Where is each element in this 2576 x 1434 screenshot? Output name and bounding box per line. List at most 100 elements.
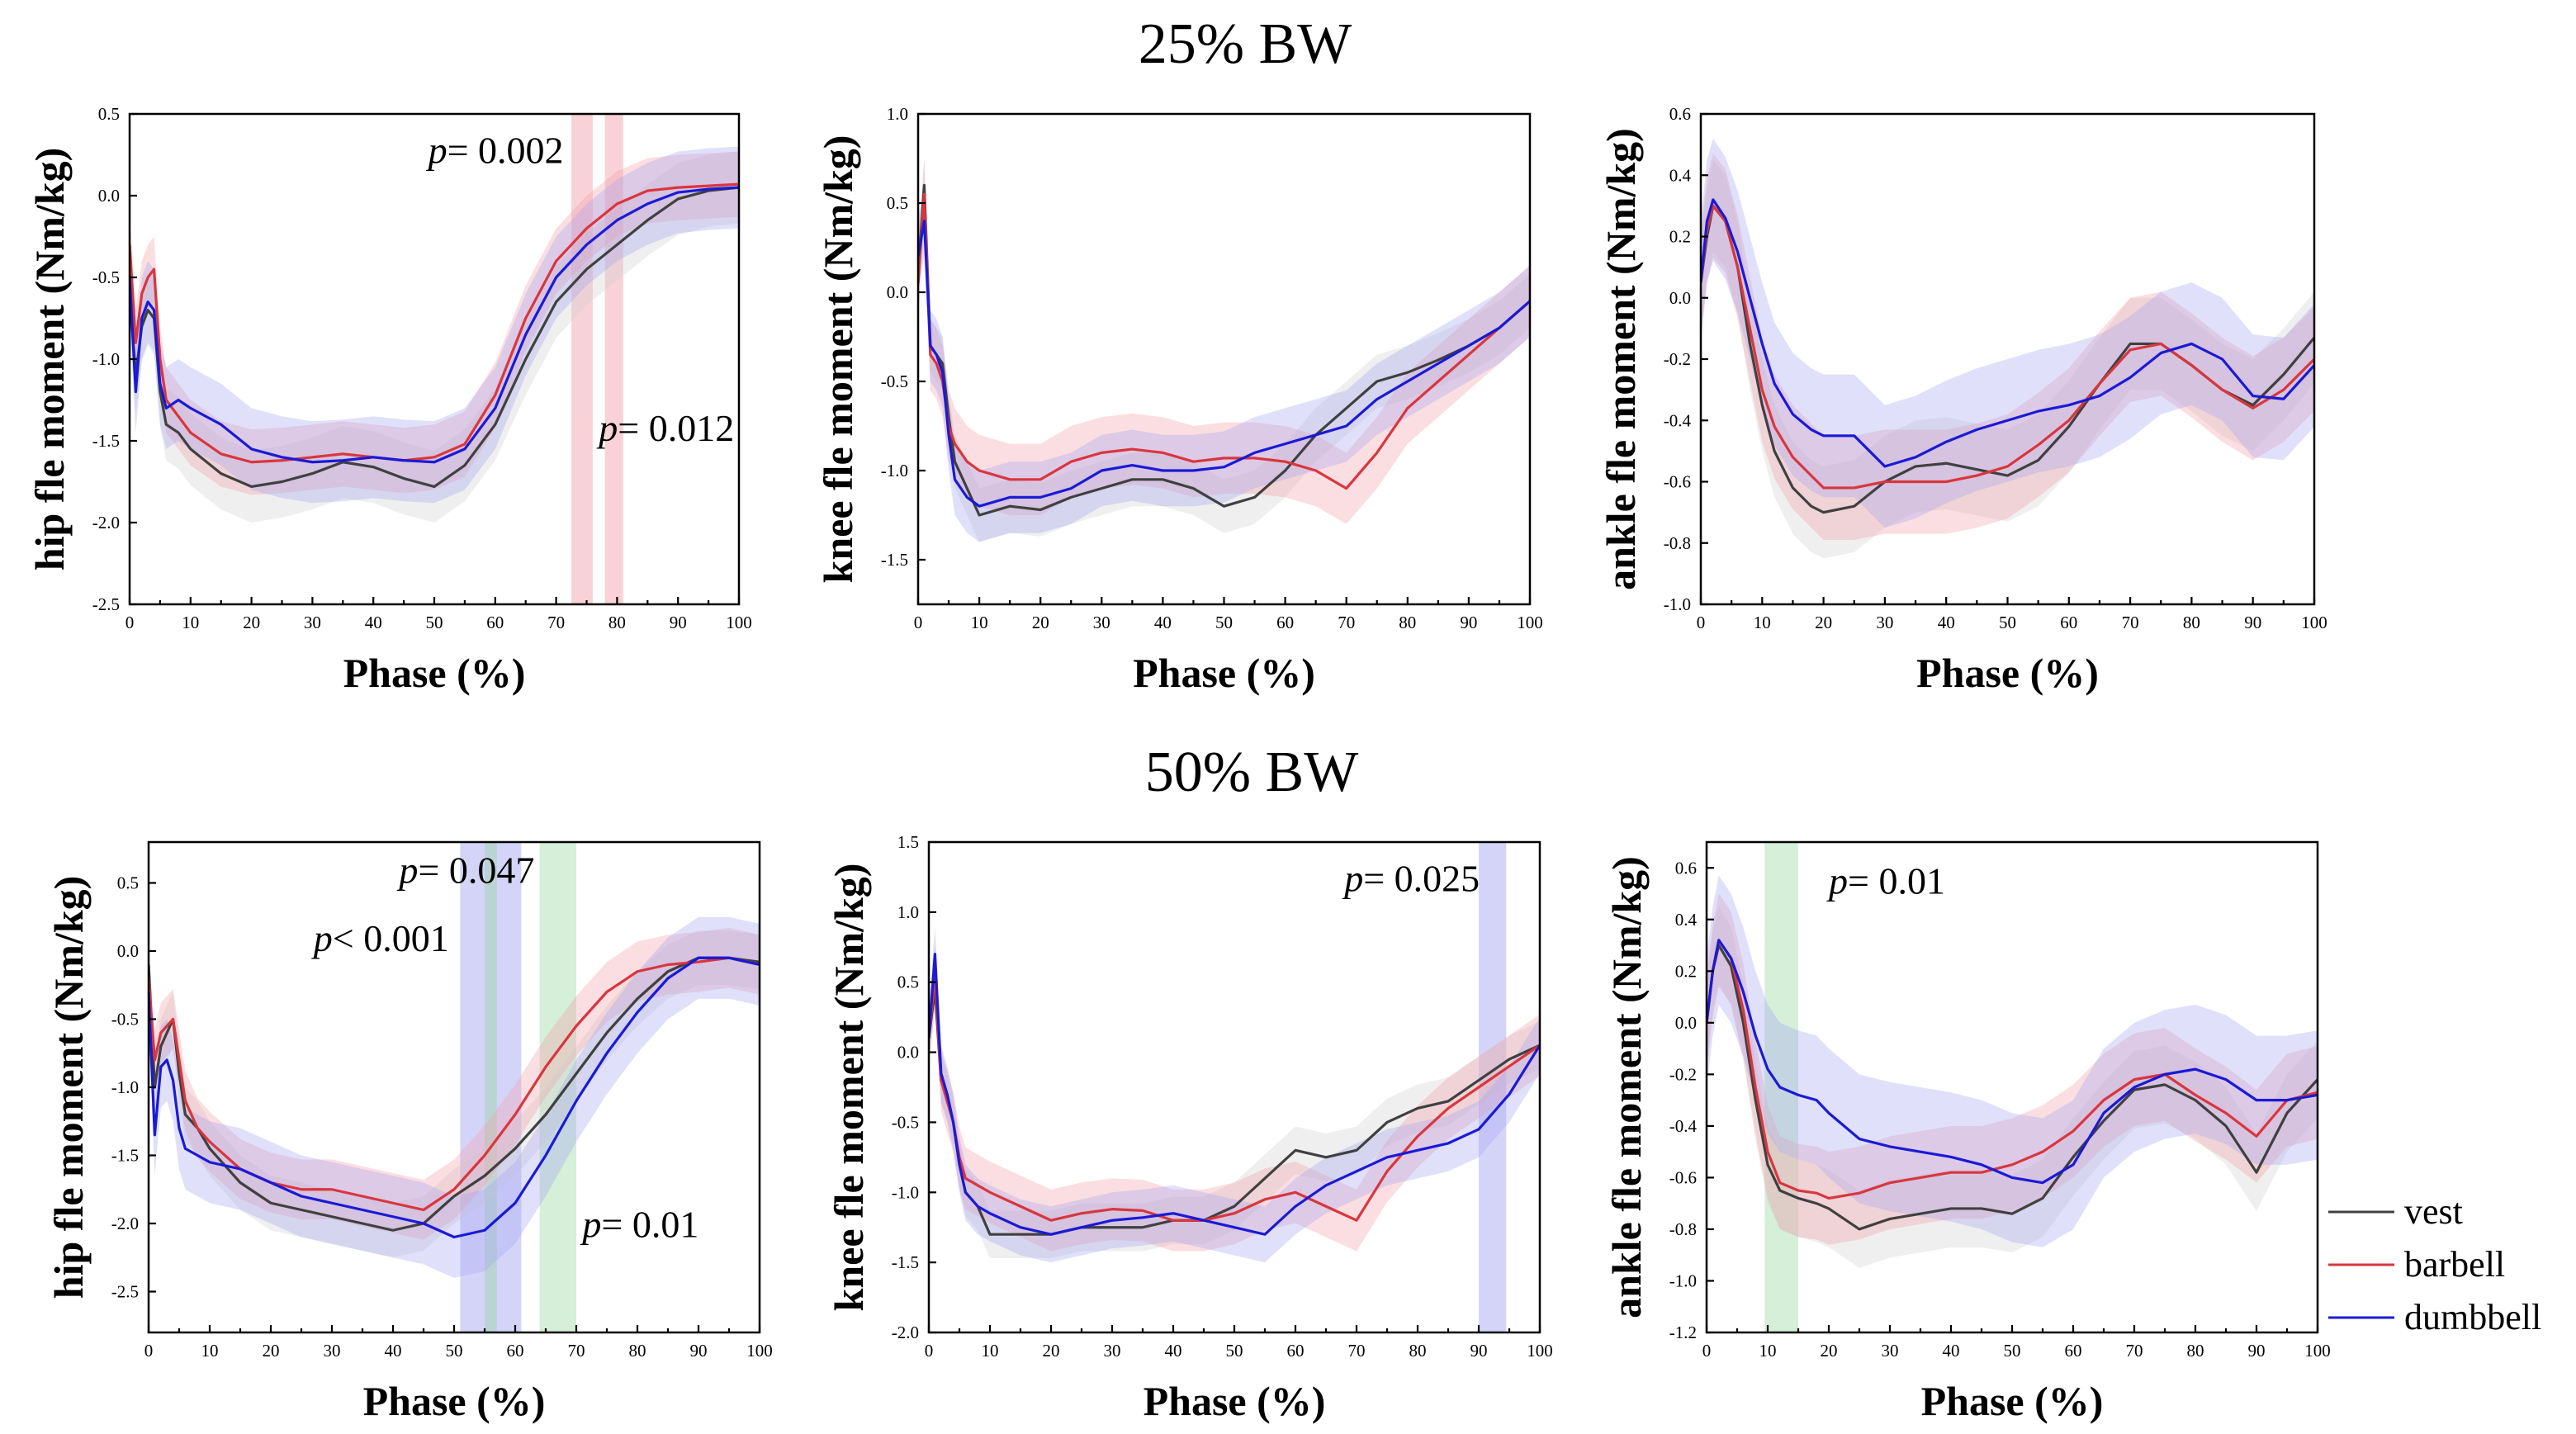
series-line-barbell bbox=[149, 956, 760, 1212]
sd-band-vest bbox=[1701, 159, 2314, 559]
significance-band bbox=[539, 842, 576, 1332]
y-tick-label: 0.5 bbox=[98, 104, 120, 124]
legend: vest barbell dumbbell bbox=[2328, 1191, 2541, 1337]
p-value-annotation: p= 0.01 bbox=[1826, 860, 1945, 902]
panel-knee-50: 0 10 20 30 40 50 60 70 80 90 100 -2.0 -1.5 -1.0 -0.5 0.… bbox=[826, 832, 1553, 1424]
y-tick-label: 0.5 bbox=[887, 193, 908, 213]
y-tick-label: -1.0 bbox=[1664, 594, 1691, 614]
sd-band-dumbbell bbox=[918, 185, 1530, 542]
y-tick-label: -1.0 bbox=[111, 1077, 139, 1097]
y-tick-label: 0.5 bbox=[117, 873, 139, 893]
x-tick-label: 80 bbox=[2183, 613, 2200, 632]
sd-band-barbell bbox=[929, 944, 1540, 1252]
x-tick-label: 40 bbox=[1938, 613, 1955, 632]
x-tick-label: 30 bbox=[304, 613, 321, 632]
y-axis-title: ankle fle moment (Nm/kg) bbox=[1598, 128, 1644, 590]
p-symbol: p bbox=[596, 407, 618, 449]
y-tick-label: -0.4 bbox=[1669, 1116, 1698, 1136]
x-tick-label: 50 bbox=[1999, 613, 2016, 632]
x-tick-label: 10 bbox=[201, 1341, 219, 1361]
sd-band-barbell bbox=[1701, 154, 2314, 541]
sd-band-barbell bbox=[918, 159, 1530, 524]
y-tick-label: 0.0 bbox=[887, 282, 908, 302]
series-line-vest bbox=[1707, 944, 2318, 1231]
p-value-annotation: p= 0.002 bbox=[426, 129, 564, 171]
y-tick-label: 0.0 bbox=[98, 186, 120, 206]
x-tick-label: 30 bbox=[1104, 1341, 1121, 1361]
series-line-dumbbell bbox=[1707, 939, 2318, 1185]
x-axis-title: Phase (%) bbox=[343, 650, 526, 696]
x-tick-label: 20 bbox=[1815, 613, 1832, 632]
x-tick-label: 60 bbox=[486, 613, 504, 632]
p-symbol: p bbox=[311, 917, 333, 959]
x-tick-label: 40 bbox=[1165, 1341, 1182, 1361]
y-tick-label: -1.5 bbox=[92, 431, 120, 451]
panels: 0 10 20 30 40 50 60 70 80 90 100 -2.5 -2.0 -1.5 -1.0 -0… bbox=[26, 104, 2331, 1424]
y-tick-label: -2.5 bbox=[111, 1282, 139, 1302]
series-line-dumbbell bbox=[130, 186, 739, 464]
x-tick-label: 30 bbox=[1093, 613, 1110, 632]
x-axis-title: Phase (%) bbox=[1144, 1378, 1326, 1424]
panel-hip-50: 0 10 20 30 40 50 60 70 80 90 100 -2.5 -2.0 -1.5 -1.0 -0… bbox=[45, 840, 773, 1424]
sd-band-dumbbell bbox=[1707, 875, 2318, 1247]
x-tick-label: 100 bbox=[746, 1341, 773, 1361]
sd-band-barbell bbox=[1707, 893, 2318, 1245]
x-tick-label: 50 bbox=[1215, 613, 1233, 632]
x-tick-label: 80 bbox=[608, 613, 626, 632]
x-tick-label: 10 bbox=[971, 613, 988, 632]
legend-label-dumbbell: dumbbell bbox=[2404, 1297, 2541, 1337]
significance-band bbox=[485, 842, 497, 1332]
significance-band bbox=[460, 842, 522, 1332]
x-tick-label: 30 bbox=[324, 1341, 341, 1361]
p-value-text: = 0.025 bbox=[1363, 857, 1480, 899]
y-tick-label: 0.5 bbox=[897, 973, 919, 992]
y-tick-label: -0.8 bbox=[1669, 1219, 1697, 1239]
y-axis-title: hip fle moment (Nm/kg) bbox=[45, 876, 92, 1299]
series-line-dumbbell bbox=[1701, 198, 2314, 468]
y-tick-label: -0.5 bbox=[92, 267, 120, 287]
x-tick-label: 20 bbox=[1821, 1341, 1838, 1361]
y-tick-label: -0.5 bbox=[111, 1010, 139, 1029]
sd-band-barbell bbox=[149, 927, 760, 1240]
p-symbol: p bbox=[1826, 860, 1848, 902]
y-tick-label: -0.6 bbox=[1664, 472, 1691, 492]
p-symbol: p bbox=[1342, 857, 1363, 899]
y-tick-label: 0.2 bbox=[1675, 961, 1697, 981]
p-value-annotation: p< 0.001 bbox=[311, 917, 449, 959]
x-tick-label: 60 bbox=[1276, 613, 1294, 632]
y-tick-label: -1.0 bbox=[1669, 1271, 1697, 1290]
p-symbol: p bbox=[580, 1204, 601, 1246]
p-value-annotation: p= 0.012 bbox=[596, 407, 734, 449]
y-tick-label: 1.5 bbox=[897, 832, 919, 852]
x-tick-label: 10 bbox=[982, 1341, 999, 1361]
y-axis-title: knee fle moment (Nm/kg) bbox=[815, 135, 861, 584]
y-tick-label: 0.0 bbox=[1675, 1013, 1697, 1033]
x-tick-label: 0 bbox=[925, 1341, 934, 1361]
row-title-bottom: 50% BW bbox=[1145, 741, 1359, 804]
plot-area bbox=[1707, 842, 2318, 1332]
x-tick-label: 60 bbox=[2065, 1341, 2082, 1361]
legend-label-barbell: barbell bbox=[2404, 1244, 2505, 1285]
panel-hip-25: 0 10 20 30 40 50 60 70 80 90 100 -2.5 -2.0 -1.5 -1.0 -0… bbox=[26, 104, 752, 696]
x-tick-label: 10 bbox=[1759, 1341, 1777, 1361]
y-tick-label: 1.0 bbox=[887, 104, 908, 124]
y-tick-label: -1.5 bbox=[111, 1146, 139, 1166]
x-tick-label: 10 bbox=[182, 613, 199, 632]
p-value-text: = 0.047 bbox=[418, 850, 534, 892]
x-axis-title: Phase (%) bbox=[1921, 1378, 2104, 1424]
y-tick-label: 0.0 bbox=[117, 941, 139, 961]
x-tick-label: 90 bbox=[690, 1341, 708, 1361]
series-line-dumbbell bbox=[918, 220, 1530, 508]
y-tick-label: -1.5 bbox=[881, 550, 908, 570]
y-tick-label: -0.5 bbox=[881, 372, 908, 391]
plot-area bbox=[149, 842, 760, 1332]
x-tick-label: 80 bbox=[629, 1341, 646, 1361]
y-tick-label: -2.0 bbox=[111, 1214, 139, 1233]
x-tick-label: 90 bbox=[670, 613, 687, 632]
plot-area bbox=[130, 114, 739, 604]
x-tick-label: 30 bbox=[1882, 1341, 1899, 1361]
x-tick-label: 40 bbox=[365, 613, 382, 632]
x-tick-label: 70 bbox=[2126, 1341, 2143, 1361]
x-tick-label: 100 bbox=[726, 613, 752, 632]
